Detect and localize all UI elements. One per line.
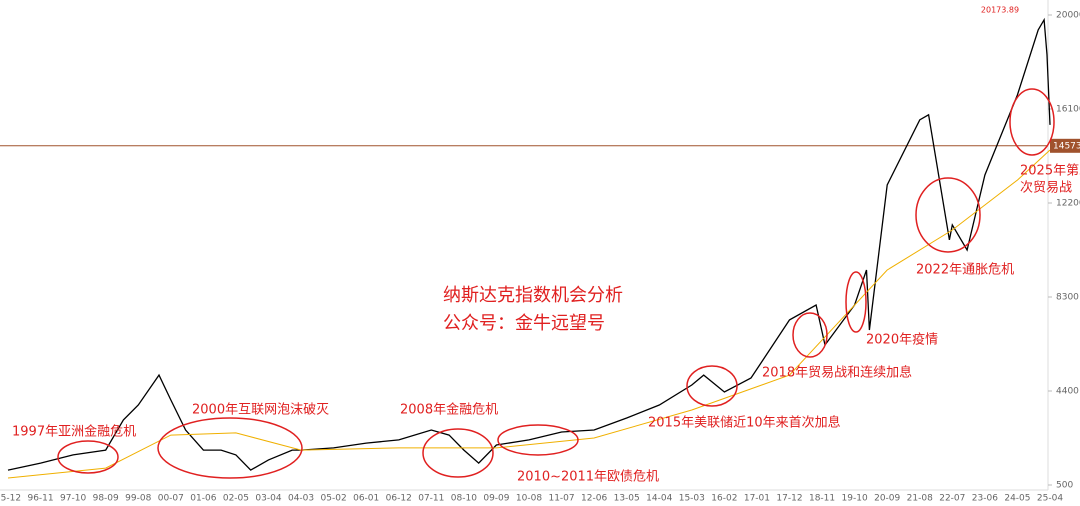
x-tick-label: 02-05 <box>223 494 249 504</box>
highlight-circle <box>1009 88 1055 156</box>
x-tick-label: 22-07 <box>939 494 965 504</box>
highlight-circle <box>422 428 494 478</box>
x-tick-label: 18-11 <box>809 494 835 504</box>
highlight-circle <box>57 440 119 474</box>
x-tick-label: 12-06 <box>581 494 607 504</box>
x-tick-label: 19-10 <box>842 494 868 504</box>
x-tick-label: 09-09 <box>483 494 509 504</box>
annotation: 2025年第二 <box>1020 164 1080 179</box>
annotation: 2015年美联储近10年来首次加息 <box>648 415 841 431</box>
annotation: 2000年互联网泡沫破灭 <box>192 403 329 418</box>
x-tick-label: 06-01 <box>353 494 379 504</box>
x-tick-label: 03-04 <box>255 494 281 504</box>
annotation: 2008年金融危机 <box>400 402 498 418</box>
y-tick-label: 12200 <box>1056 199 1080 209</box>
highlight-circle <box>497 424 579 456</box>
x-tick-label: 17-12 <box>776 494 802 504</box>
y-tick-label: 500 <box>1056 481 1073 491</box>
x-tick-label: 98-09 <box>93 494 119 504</box>
annotation: 2010~2011年欧债危机 <box>517 470 659 485</box>
x-tick-label: 11-07 <box>548 494 574 504</box>
x-tick-label: 08-10 <box>451 494 477 504</box>
highlight-circle <box>686 365 738 407</box>
annotation: 次贸易战 <box>1020 180 1072 196</box>
x-tick-label: 95-12 <box>0 494 21 504</box>
annotation: 2018年贸易战和连续加息 <box>762 365 912 381</box>
subtitle: 公众号：金牛远望号 <box>443 313 605 334</box>
x-tick-label: 07-11 <box>418 494 444 504</box>
annotation: 1997年亚洲金融危机 <box>12 424 136 440</box>
x-tick-label: 04-03 <box>288 494 314 504</box>
x-tick-label: 16-02 <box>711 494 737 504</box>
x-tick-label: 00-07 <box>158 494 184 504</box>
y-tick-label: 20000 <box>1056 11 1080 21</box>
x-tick-label: 05-02 <box>321 494 347 504</box>
x-tick-label: 25-04 <box>1037 494 1063 504</box>
x-tick-label: 21-08 <box>907 494 933 504</box>
x-tick-label: 10-08 <box>516 494 542 504</box>
x-tick-label: 23-06 <box>972 494 998 504</box>
x-tick-label: 01-06 <box>190 494 216 504</box>
highlight-circle <box>157 417 303 479</box>
title: 纳斯达克指数机会分析 <box>443 285 623 306</box>
index-line <box>7 17 1051 471</box>
y-tick-label: 4400 <box>1056 387 1079 397</box>
highlight-circle <box>792 312 828 358</box>
x-tick-label: 13-05 <box>614 494 640 504</box>
highlight-circle <box>915 177 981 253</box>
price-label-box <box>1050 138 1080 153</box>
x-tick-label: 17-01 <box>744 494 770 504</box>
y-tick-label: 16100 <box>1056 105 1080 115</box>
x-tick-label: 15-03 <box>679 494 705 504</box>
highlight-circle <box>845 271 867 333</box>
price-label: 14573 <box>1053 141 1080 151</box>
peak-label: 20173.89 <box>981 6 1019 15</box>
x-tick-label: 97-10 <box>60 494 86 504</box>
x-tick-label: 96-11 <box>27 494 53 504</box>
x-tick-label: 14-04 <box>646 494 672 504</box>
x-tick-label: 20-09 <box>874 494 900 504</box>
x-tick-label: 06-12 <box>386 494 412 504</box>
moving-average-line <box>7 149 1051 479</box>
annotation: 2020年疫情 <box>866 332 938 348</box>
x-tick-label: 24-05 <box>1004 494 1030 504</box>
y-tick-label: 8300 <box>1056 293 1079 303</box>
x-tick-label: 99-08 <box>125 494 151 504</box>
annotation: 2022年通胀危机 <box>916 263 1014 278</box>
